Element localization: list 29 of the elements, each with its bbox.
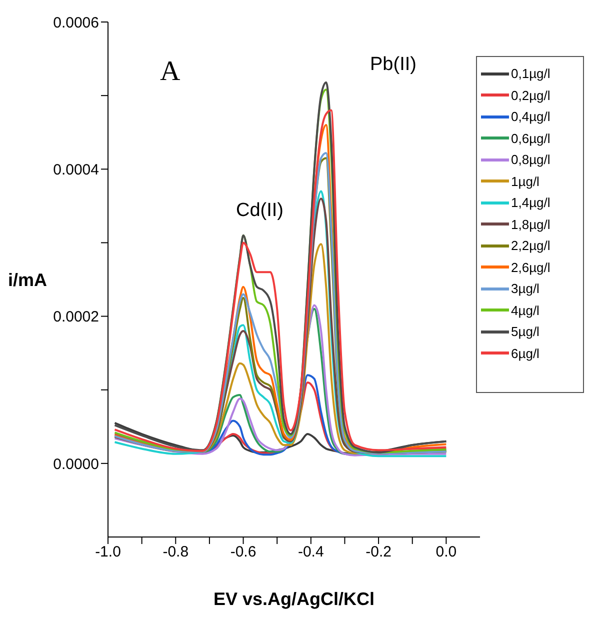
legend-label: 0,1µg/l xyxy=(511,66,550,82)
y-axis-title: i/mA xyxy=(8,270,48,290)
legend-label: 1,8µg/l xyxy=(511,216,550,232)
y-tick-label: 0.0006 xyxy=(53,14,99,32)
annotation: Cd(II) xyxy=(236,200,284,222)
y-tick-label: 0.0004 xyxy=(53,161,99,178)
legend-label: 3µg/l xyxy=(511,281,540,296)
legend-label: 2,2µg/l xyxy=(511,238,550,254)
legend-label: 0,2µg/l xyxy=(511,88,550,103)
legend-label: 5µg/l xyxy=(511,324,540,340)
annotation: Pb(II) xyxy=(370,54,416,76)
x-axis-title: EV vs.Ag/AgCl/KCl xyxy=(213,589,375,609)
legend-label: 2,6µg/l xyxy=(511,260,550,275)
y-tick-label: 0.0002 xyxy=(53,308,99,326)
x-tick-label: -0.4 xyxy=(298,544,324,561)
legend-label: 0,4µg/l xyxy=(511,109,550,124)
x-tick-label: 0.0 xyxy=(436,544,457,561)
annotation: A xyxy=(160,56,180,88)
legend-label: 1,4µg/l xyxy=(511,195,550,210)
x-tick-label: -0.6 xyxy=(230,544,256,561)
x-tick-label: -1.0 xyxy=(95,544,121,561)
legend-label: 0,8µg/l xyxy=(511,152,550,168)
y-tick-label: 0.0000 xyxy=(53,456,99,473)
legend-label: 6µg/l xyxy=(511,346,540,361)
legend-label: 4µg/l xyxy=(511,302,540,318)
x-tick-label: -0.2 xyxy=(366,544,392,561)
x-tick-label: -0.8 xyxy=(162,544,189,561)
legend-label: 1µg/l xyxy=(511,174,540,189)
legend-label: 0,6µg/l xyxy=(511,130,550,146)
